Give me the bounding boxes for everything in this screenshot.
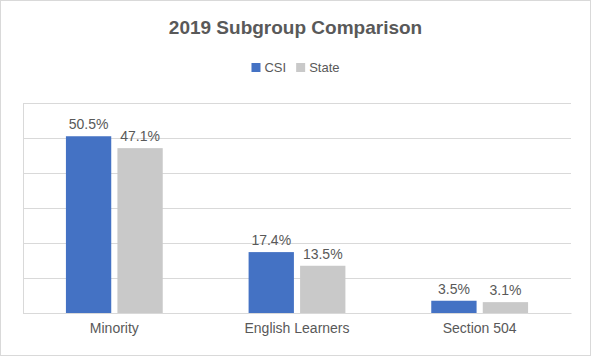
x-axis: Minority English Learners Section 504 [24,313,572,336]
grid-line [23,103,571,104]
y-tick [23,313,571,314]
data-label: 50.5% [69,116,109,132]
legend-swatch [251,63,260,72]
bar [483,302,528,313]
x-tick-label: English Learners [244,320,349,336]
bar [66,136,111,313]
data-label: 13.5% [303,246,343,262]
data-label: 17.4% [251,232,291,248]
grid-line [23,313,571,314]
bar [117,148,162,313]
legend-label: State [309,60,339,75]
bars [66,136,528,313]
legend-swatch [296,63,305,72]
legend: CSI State [251,60,339,75]
legend-item: State [296,60,339,75]
bar [431,301,476,313]
chart-svg: 2019 Subgroup Comparison Minority English … [0,0,591,356]
y-axis [23,104,571,314]
bar [249,252,294,313]
data-label: 47.1% [120,128,160,144]
y-tick [23,103,571,104]
legend-label: CSI [264,60,286,75]
x-tick-label: Minority [90,320,139,336]
bar [300,266,345,313]
x-tick-label: Section 504 [443,320,517,336]
legend-item: CSI [251,60,286,75]
title: 2019 Subgroup Comparison [169,17,422,38]
x-axis-line [24,313,572,314]
x-tick: Section 504 [443,313,517,336]
data-label: 3.5% [438,281,470,297]
x-tick: Minority [90,313,139,336]
data-label: 3.1% [489,282,521,298]
x-tick: English Learners [244,313,349,336]
chart-frame [1,1,591,356]
plot: Minority English Learners Section 504 50.5%… [23,104,572,336]
data-labels: 50.5% 17.4% 3.5% 47.1% 13.5% 3.1% [69,116,522,298]
